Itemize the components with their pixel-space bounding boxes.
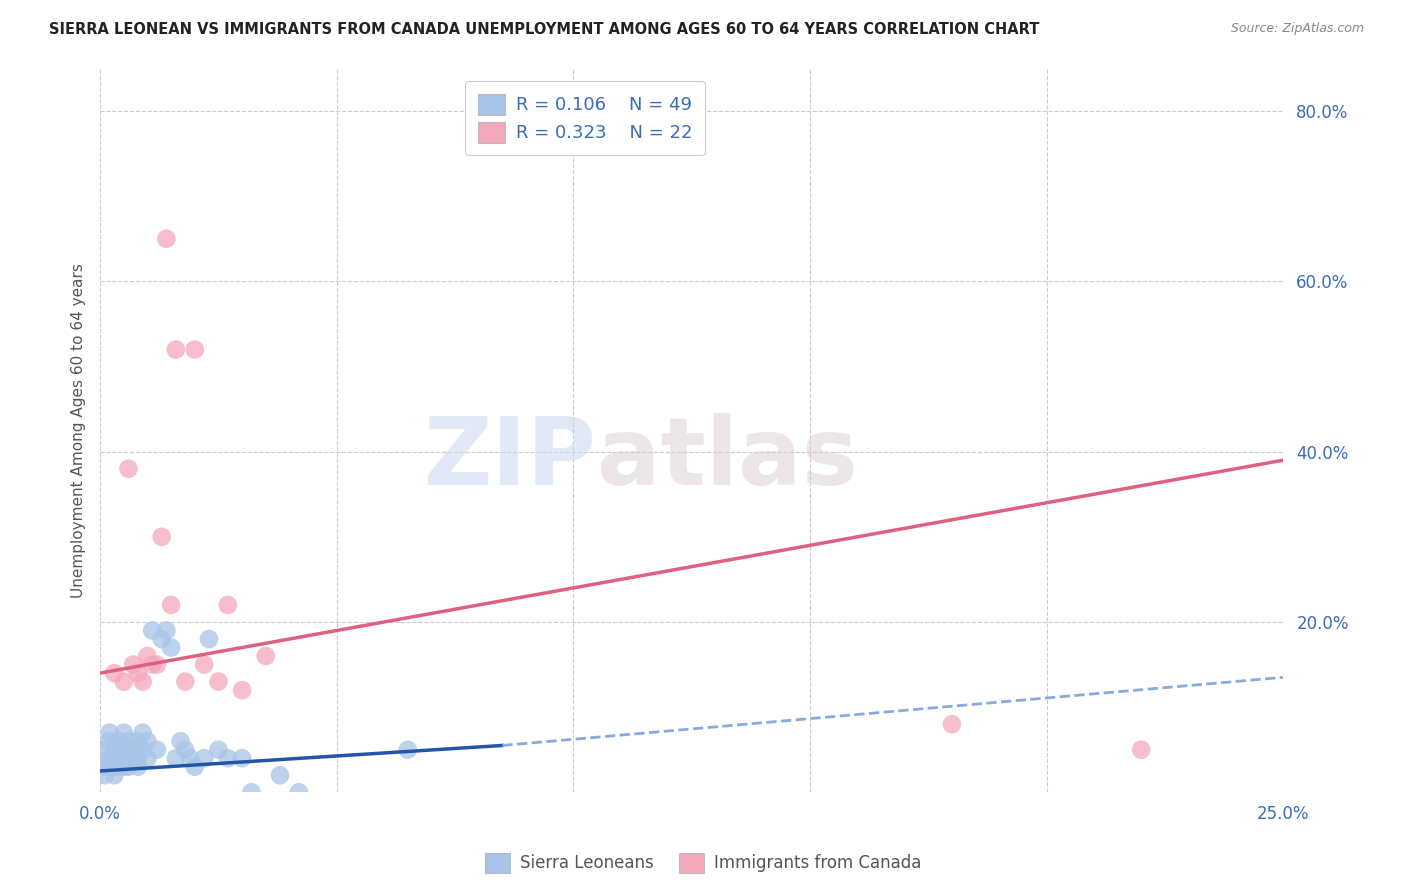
Point xyxy=(231,683,253,698)
Point xyxy=(94,760,117,774)
Point xyxy=(193,751,215,765)
Y-axis label: Unemployment Among Ages 60 to 64 years: Unemployment Among Ages 60 to 64 years xyxy=(72,263,86,598)
Point xyxy=(165,343,187,357)
Point xyxy=(179,751,201,765)
Point xyxy=(117,742,139,756)
Point xyxy=(98,760,121,774)
Point xyxy=(141,657,163,672)
Point xyxy=(160,640,183,655)
Point xyxy=(217,598,239,612)
Text: SIERRA LEONEAN VS IMMIGRANTS FROM CANADA UNEMPLOYMENT AMONG AGES 60 TO 64 YEARS : SIERRA LEONEAN VS IMMIGRANTS FROM CANADA… xyxy=(49,22,1039,37)
Point xyxy=(98,734,121,748)
Point xyxy=(288,785,311,799)
Point xyxy=(122,657,145,672)
Point xyxy=(169,734,191,748)
Point xyxy=(184,343,207,357)
Point xyxy=(269,768,291,782)
Point xyxy=(112,725,135,739)
Point xyxy=(117,461,139,475)
Point xyxy=(1130,742,1153,756)
Point xyxy=(396,742,419,756)
Point xyxy=(941,717,963,731)
Point xyxy=(112,751,135,765)
Point xyxy=(98,725,121,739)
Point xyxy=(132,674,155,689)
Point xyxy=(127,734,149,748)
Text: Source: ZipAtlas.com: Source: ZipAtlas.com xyxy=(1230,22,1364,36)
Point xyxy=(165,751,187,765)
Point xyxy=(231,751,253,765)
Point xyxy=(207,742,229,756)
Point xyxy=(146,657,169,672)
Point xyxy=(112,674,135,689)
Point xyxy=(155,232,177,246)
Point xyxy=(136,648,159,663)
Point xyxy=(132,725,155,739)
Point xyxy=(136,734,159,748)
Text: atlas: atlas xyxy=(598,413,858,506)
Point xyxy=(103,760,125,774)
Point xyxy=(174,674,197,689)
Point xyxy=(136,751,159,765)
Point xyxy=(103,768,125,782)
Legend: R = 0.106    N = 49, R = 0.323    N = 22: R = 0.106 N = 49, R = 0.323 N = 22 xyxy=(465,81,704,155)
Point xyxy=(103,742,125,756)
Point xyxy=(150,530,173,544)
Point xyxy=(155,624,177,638)
Point xyxy=(112,742,135,756)
Point xyxy=(127,666,149,681)
Point xyxy=(160,598,183,612)
Point xyxy=(117,760,139,774)
Point xyxy=(240,785,263,799)
Point xyxy=(132,742,155,756)
Point xyxy=(184,760,207,774)
Point xyxy=(122,751,145,765)
Point xyxy=(174,742,197,756)
Text: ZIP: ZIP xyxy=(425,413,598,506)
Point xyxy=(94,742,117,756)
Point xyxy=(122,742,145,756)
Point xyxy=(112,760,135,774)
Point xyxy=(193,657,215,672)
Point xyxy=(94,768,117,782)
Point xyxy=(254,648,277,663)
Point xyxy=(198,632,221,646)
Point xyxy=(141,624,163,638)
Point xyxy=(108,734,131,748)
Point xyxy=(207,674,229,689)
Point xyxy=(108,751,131,765)
Point xyxy=(127,760,149,774)
Point xyxy=(146,742,169,756)
Point xyxy=(150,632,173,646)
Point xyxy=(127,751,149,765)
Point xyxy=(103,666,125,681)
Point xyxy=(108,760,131,774)
Point xyxy=(103,751,125,765)
Legend: Sierra Leoneans, Immigrants from Canada: Sierra Leoneans, Immigrants from Canada xyxy=(478,847,928,880)
Point xyxy=(217,751,239,765)
Point xyxy=(117,734,139,748)
Point xyxy=(98,751,121,765)
